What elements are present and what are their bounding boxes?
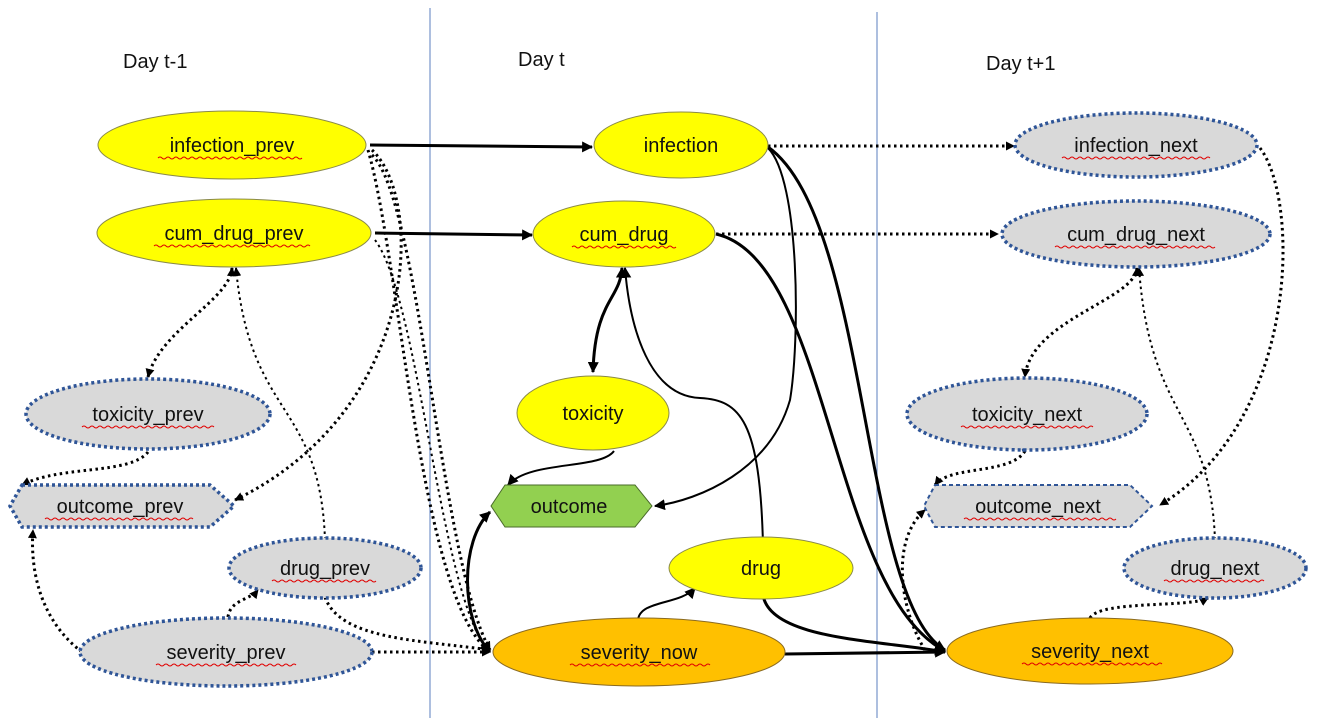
node-label: infection_next [1074,135,1198,157]
edge-infection-prev-to-severity-now-2 [366,149,491,654]
node-infection-next[interactable]: infection_next [1013,111,1259,179]
spellcheck-underline [569,663,711,667]
node-label: drug_prev [280,558,370,580]
node-label: outcome_next [975,496,1101,518]
edge-cum-drug-toxicity [587,266,627,374]
spellcheck-underline [271,579,377,583]
edge-drug-prev-to-cum-drug-prev [232,267,326,541]
spellcheck-underline [1021,662,1163,666]
column-prev-nodes: infection_prev cum_drug_prev toxicity_pr… [7,110,423,688]
edge-severity-now-outcome [466,510,492,654]
edge-infection-to-outcome [653,147,797,511]
node-label: severity_next [1031,641,1149,663]
spellcheck-underline [1061,156,1211,160]
node-label: outcome_prev [57,496,184,518]
edge-severity-prev-to-outcome-prev [27,529,83,654]
edge-infection-prev-to-outcome-prev [234,148,403,502]
edge-severity-now-to-severity-next [784,646,947,658]
edge-cum-drug-to-severity-next [715,232,946,653]
node-label: infection [644,135,719,157]
spellcheck-underline [44,517,194,521]
edge-toxicity-to-outcome [507,450,615,486]
spellcheck-underline [1163,579,1265,583]
node-label: cum_drug_next [1067,224,1205,246]
edge-drug-to-severity-next [761,594,947,656]
column-dividers [429,8,878,718]
node-drug-next[interactable]: drug_next [1122,536,1308,600]
node-label: severity_prev [167,642,286,664]
spellcheck-underline [81,425,215,429]
edge-severity-next-to-outcome-next [900,508,927,651]
edge-drug-next-to-cum-drug-next [1135,267,1216,541]
node-outcome-prev[interactable]: outcome_prev [7,483,237,529]
edge-toxicity-prev-to-outcome-prev [21,450,150,487]
edge-drug-to-cum-drug [620,266,764,546]
node-label: drug [741,558,781,580]
node-severity-prev[interactable]: severity_prev [78,616,374,688]
edge-cum-drug-prev-to-cum-drug [374,229,534,241]
edge-infection-prev-to-severity-now [370,153,492,651]
spellcheck-underline [155,663,297,667]
node-label: infection_prev [170,135,295,157]
column-header-now: Day t [518,49,565,71]
edge-severity-next-to-drug-next [1088,596,1209,620]
edge-severity-prev-to-drug-prev [226,588,260,618]
column-headers: Day t-1 Day t Day t+1 [123,49,1055,75]
edge-toxicity-next-to-outcome-next [933,450,1027,487]
node-drug[interactable]: drug [668,536,854,600]
node-label: outcome [531,496,608,518]
column-next-nodes: infection_next cum_drug_next toxicity_ne… [905,111,1308,685]
node-cum-drug-prev[interactable]: cum_drug_prev [96,198,372,268]
node-toxicity[interactable]: toxicity [516,375,670,451]
node-toxicity-prev[interactable]: toxicity_prev [24,377,272,451]
edge-infection-to-severity-next [767,145,946,652]
node-severity-now[interactable]: severity_now [492,617,786,687]
node-label: toxicity_next [972,404,1082,426]
node-label: toxicity_prev [92,404,203,426]
spellcheck-underline [960,425,1094,429]
edge-infection-prev-to-infection [369,141,594,153]
node-label: drug_next [1171,558,1260,580]
node-outcome-next[interactable]: outcome_next [922,484,1154,528]
edge-cum-drug-prev-toxicity-prev [145,267,236,378]
spellcheck-underline [571,245,677,249]
node-cum-drug[interactable]: cum_drug [532,200,716,268]
node-toxicity-next[interactable]: toxicity_next [905,376,1149,452]
edge-cum-drug-next-toxicity-next [1021,267,1141,378]
edge-severity-now-to-drug [637,587,696,621]
column-now-nodes: infection cum_drug toxicity outcome drug… [490,111,854,687]
node-label: toxicity [562,403,623,425]
node-label: cum_drug [580,224,669,246]
column-header-next: Day t+1 [986,53,1055,75]
node-label: severity_now [581,642,698,664]
spellcheck-underline [963,517,1117,521]
edges [21,141,1285,658]
column-header-prev: Day t-1 [123,51,187,73]
node-cum-drug-next[interactable]: cum_drug_next [1000,199,1272,269]
node-severity-next[interactable]: severity_next [946,617,1234,685]
spellcheck-underline [157,156,303,160]
spellcheck-underline [1054,245,1216,249]
node-infection[interactable]: infection [593,111,769,179]
spellcheck-underline [153,244,311,248]
edge-infection-next-to-outcome-next [1159,147,1285,507]
node-label: cum_drug_prev [165,223,304,245]
node-outcome[interactable]: outcome [490,484,653,528]
node-drug-prev[interactable]: drug_prev [227,536,423,600]
node-infection-prev[interactable]: infection_prev [97,110,367,180]
